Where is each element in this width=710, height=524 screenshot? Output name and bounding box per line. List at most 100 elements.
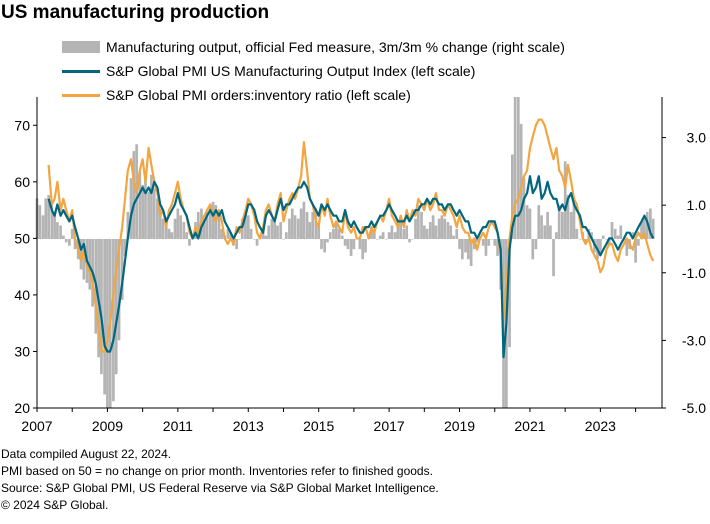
bar	[82, 238, 86, 280]
y-right-tick-label: -1.0	[682, 265, 706, 281]
footnotes: Data compiled August 22, 2024. PMI based…	[1, 446, 439, 514]
line-orders-inventory	[47, 118, 655, 353]
x-tick-label: 2007	[21, 418, 52, 434]
bar	[616, 235, 620, 239]
bar	[372, 232, 376, 239]
bar	[176, 208, 180, 239]
bar	[114, 238, 118, 375]
bar	[546, 211, 549, 239]
bar	[47, 195, 50, 239]
bar	[387, 232, 391, 239]
bar	[276, 225, 279, 239]
x-tick-label: 2013	[233, 418, 264, 434]
bar	[649, 208, 652, 239]
bar	[610, 222, 614, 239]
x-tick-label: 2009	[92, 418, 123, 434]
bar	[320, 238, 323, 250]
bar	[349, 238, 353, 256]
bar	[156, 198, 159, 239]
bar	[279, 222, 283, 239]
bar	[572, 198, 576, 239]
y-left-tick-label: 70	[14, 117, 30, 133]
bar	[185, 232, 188, 239]
bar	[408, 238, 411, 243]
bar	[396, 222, 400, 239]
bar	[302, 201, 306, 239]
bar	[264, 235, 268, 239]
bar	[590, 232, 593, 239]
bar	[188, 238, 191, 246]
bar	[41, 215, 45, 239]
bar	[552, 238, 555, 277]
bar	[425, 228, 429, 239]
legend-item-pmi-output: S&P Global PMI US Manufacturing Output I…	[62, 59, 565, 83]
bar	[170, 232, 174, 239]
bar	[431, 215, 435, 239]
bar	[282, 238, 285, 240]
bar	[267, 225, 271, 239]
bar	[158, 208, 162, 239]
bar	[619, 225, 623, 239]
bar	[575, 228, 579, 239]
bar	[378, 235, 382, 239]
bar	[555, 232, 558, 239]
bar	[284, 232, 288, 239]
legend-label: Manufacturing output, official Fed measu…	[106, 39, 565, 55]
axes: 20 30 40 50 60 70 -5.0 -3.0 -1.0 1.0 3.0 2007 2009 20…	[14, 97, 706, 434]
bar	[79, 238, 83, 270]
legend-item-orders-inventory: S&P Global PMI orders:inventory ratio (l…	[62, 83, 565, 107]
bar	[496, 238, 499, 256]
bar	[399, 218, 403, 239]
bar	[472, 238, 476, 250]
bar	[173, 218, 177, 239]
bar	[117, 238, 121, 341]
bar	[458, 238, 461, 250]
bar	[414, 218, 417, 239]
bar	[475, 238, 479, 243]
bar	[640, 222, 643, 239]
x-tick-label: 2021	[514, 418, 545, 434]
bar	[605, 238, 608, 240]
y-left-tick-label: 50	[14, 230, 30, 246]
bar	[511, 154, 514, 239]
bar	[557, 205, 561, 239]
bar	[152, 188, 156, 239]
x-tick-label: 2015	[303, 418, 334, 434]
bar	[290, 208, 294, 239]
bar	[179, 215, 183, 239]
legend-swatch-bar	[62, 41, 100, 53]
bar	[296, 218, 300, 239]
bar	[64, 238, 68, 243]
y-left-tick-label: 40	[14, 287, 30, 303]
bar	[59, 225, 62, 239]
chart-title: US manufacturing production	[1, 2, 270, 23]
line-pmi-output	[47, 175, 655, 359]
y-right-tick-label: 1.0	[687, 197, 707, 213]
bar	[461, 238, 464, 260]
bar	[569, 211, 573, 239]
bar	[607, 238, 611, 246]
bar	[293, 215, 297, 239]
bar	[326, 238, 329, 243]
bar	[147, 191, 150, 239]
bar	[534, 238, 538, 250]
bar	[566, 195, 570, 239]
bar	[144, 178, 147, 239]
bar	[161, 218, 165, 239]
bar	[358, 238, 362, 250]
bar	[437, 218, 441, 239]
bar	[434, 225, 438, 239]
bar	[205, 211, 209, 239]
bar	[634, 238, 637, 263]
bar	[317, 225, 321, 239]
bar	[244, 211, 247, 239]
bar	[643, 218, 646, 239]
bar	[531, 238, 535, 260]
bar	[508, 238, 511, 348]
bar	[246, 215, 250, 239]
bar	[44, 198, 48, 239]
bar	[167, 228, 171, 239]
legend-swatch-line	[62, 69, 100, 73]
y-right-tick-label: 3.0	[687, 130, 707, 146]
line-series-group	[47, 118, 655, 359]
